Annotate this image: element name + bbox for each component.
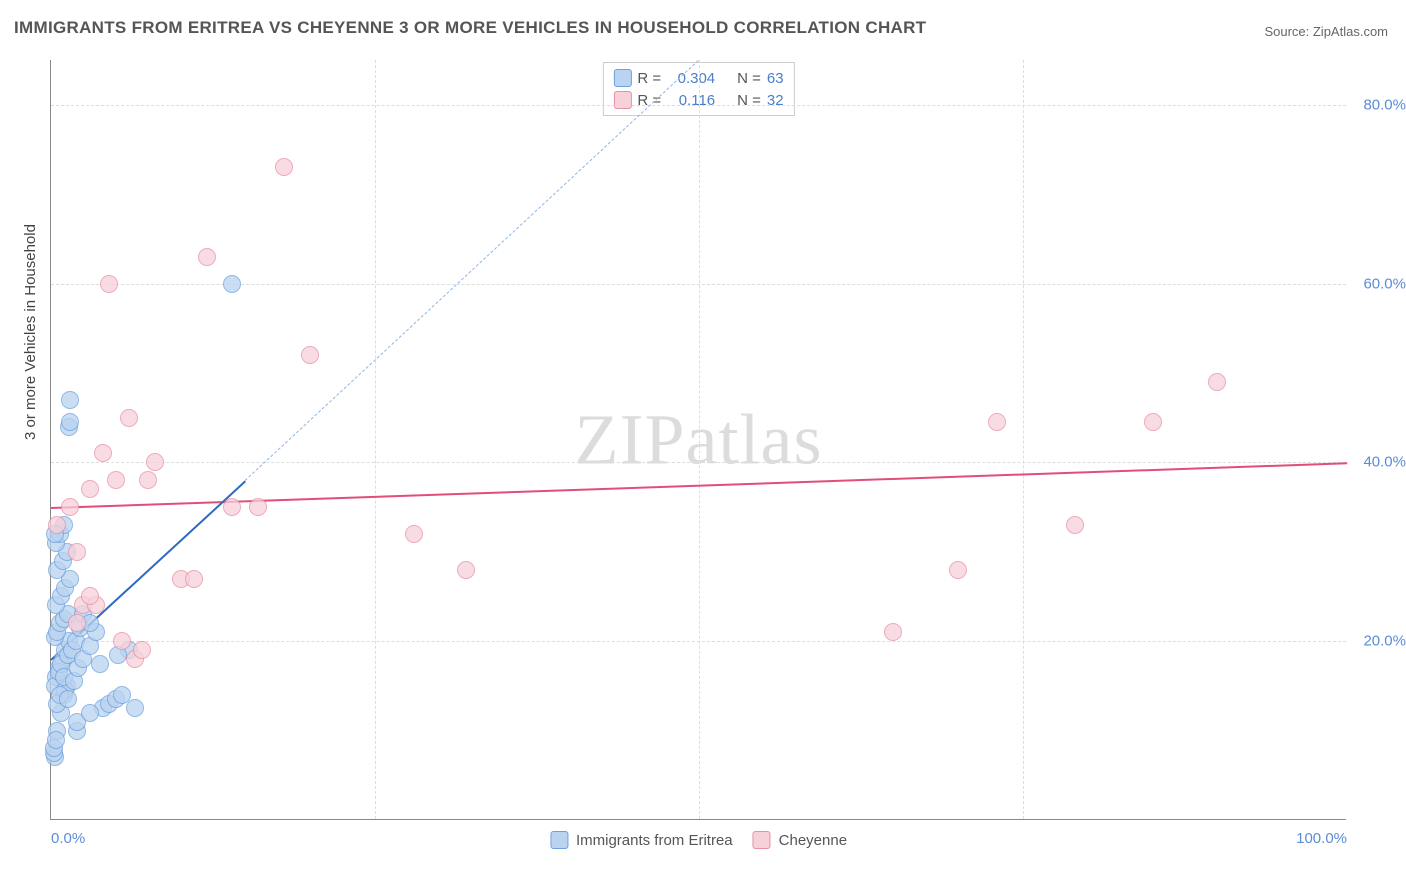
gridline-vertical — [1023, 60, 1024, 819]
data-point — [198, 248, 216, 266]
legend-swatch — [550, 831, 568, 849]
data-point — [68, 614, 86, 632]
data-point — [120, 409, 138, 427]
gridline-vertical — [375, 60, 376, 819]
source-attribution: Source: ZipAtlas.com — [1264, 24, 1388, 39]
n-label: N = — [737, 92, 761, 109]
x-tick-label: 100.0% — [1296, 830, 1347, 847]
data-point — [884, 623, 902, 641]
legend-series-item: Immigrants from Eritrea — [550, 831, 733, 849]
n-value: 32 — [767, 92, 784, 109]
r-value: 0.304 — [667, 70, 715, 87]
data-point — [81, 587, 99, 605]
data-point — [68, 543, 86, 561]
data-point — [107, 471, 125, 489]
data-point — [405, 525, 423, 543]
data-point — [249, 498, 267, 516]
data-point — [1144, 413, 1162, 431]
data-point — [223, 275, 241, 293]
legend-swatch — [613, 91, 631, 109]
legend-series-label: Cheyenne — [779, 832, 847, 849]
data-point — [47, 731, 65, 749]
y-tick-label: 80.0% — [1363, 96, 1406, 113]
n-label: N = — [737, 70, 761, 87]
data-point — [61, 391, 79, 409]
data-point — [61, 498, 79, 516]
data-point — [301, 346, 319, 364]
data-point — [48, 516, 66, 534]
data-point — [113, 632, 131, 650]
data-point — [61, 413, 79, 431]
r-label: R = — [637, 70, 661, 87]
legend-series: Immigrants from Eritrea Cheyenne — [550, 831, 847, 849]
data-point — [146, 453, 164, 471]
data-point — [100, 275, 118, 293]
data-point — [59, 690, 77, 708]
data-point — [223, 498, 241, 516]
trend-line — [245, 60, 699, 481]
data-point — [457, 561, 475, 579]
r-value: 0.116 — [667, 92, 715, 109]
legend-series-item: Cheyenne — [753, 831, 847, 849]
data-point — [988, 413, 1006, 431]
data-point — [91, 655, 109, 673]
x-tick-label: 0.0% — [51, 830, 85, 847]
data-point — [185, 570, 203, 588]
chart-plot-area: ZIPatlas R =0.304N =63R =0.116N =32 Immi… — [50, 60, 1346, 820]
data-point — [949, 561, 967, 579]
y-tick-label: 20.0% — [1363, 633, 1406, 650]
y-axis-label: 3 or more Vehicles in Household — [22, 224, 39, 440]
gridline-vertical — [699, 60, 700, 819]
data-point — [126, 699, 144, 717]
data-point — [1066, 516, 1084, 534]
legend-series-label: Immigrants from Eritrea — [576, 832, 733, 849]
chart-title: IMMIGRANTS FROM ERITREA VS CHEYENNE 3 OR… — [14, 18, 926, 38]
data-point — [139, 471, 157, 489]
data-point — [133, 641, 151, 659]
legend-swatch — [753, 831, 771, 849]
y-tick-label: 60.0% — [1363, 275, 1406, 292]
legend-swatch — [613, 69, 631, 87]
data-point — [275, 158, 293, 176]
data-point — [1208, 373, 1226, 391]
data-point — [94, 444, 112, 462]
data-point — [81, 704, 99, 722]
data-point — [81, 480, 99, 498]
y-tick-label: 40.0% — [1363, 454, 1406, 471]
n-value: 63 — [767, 70, 784, 87]
